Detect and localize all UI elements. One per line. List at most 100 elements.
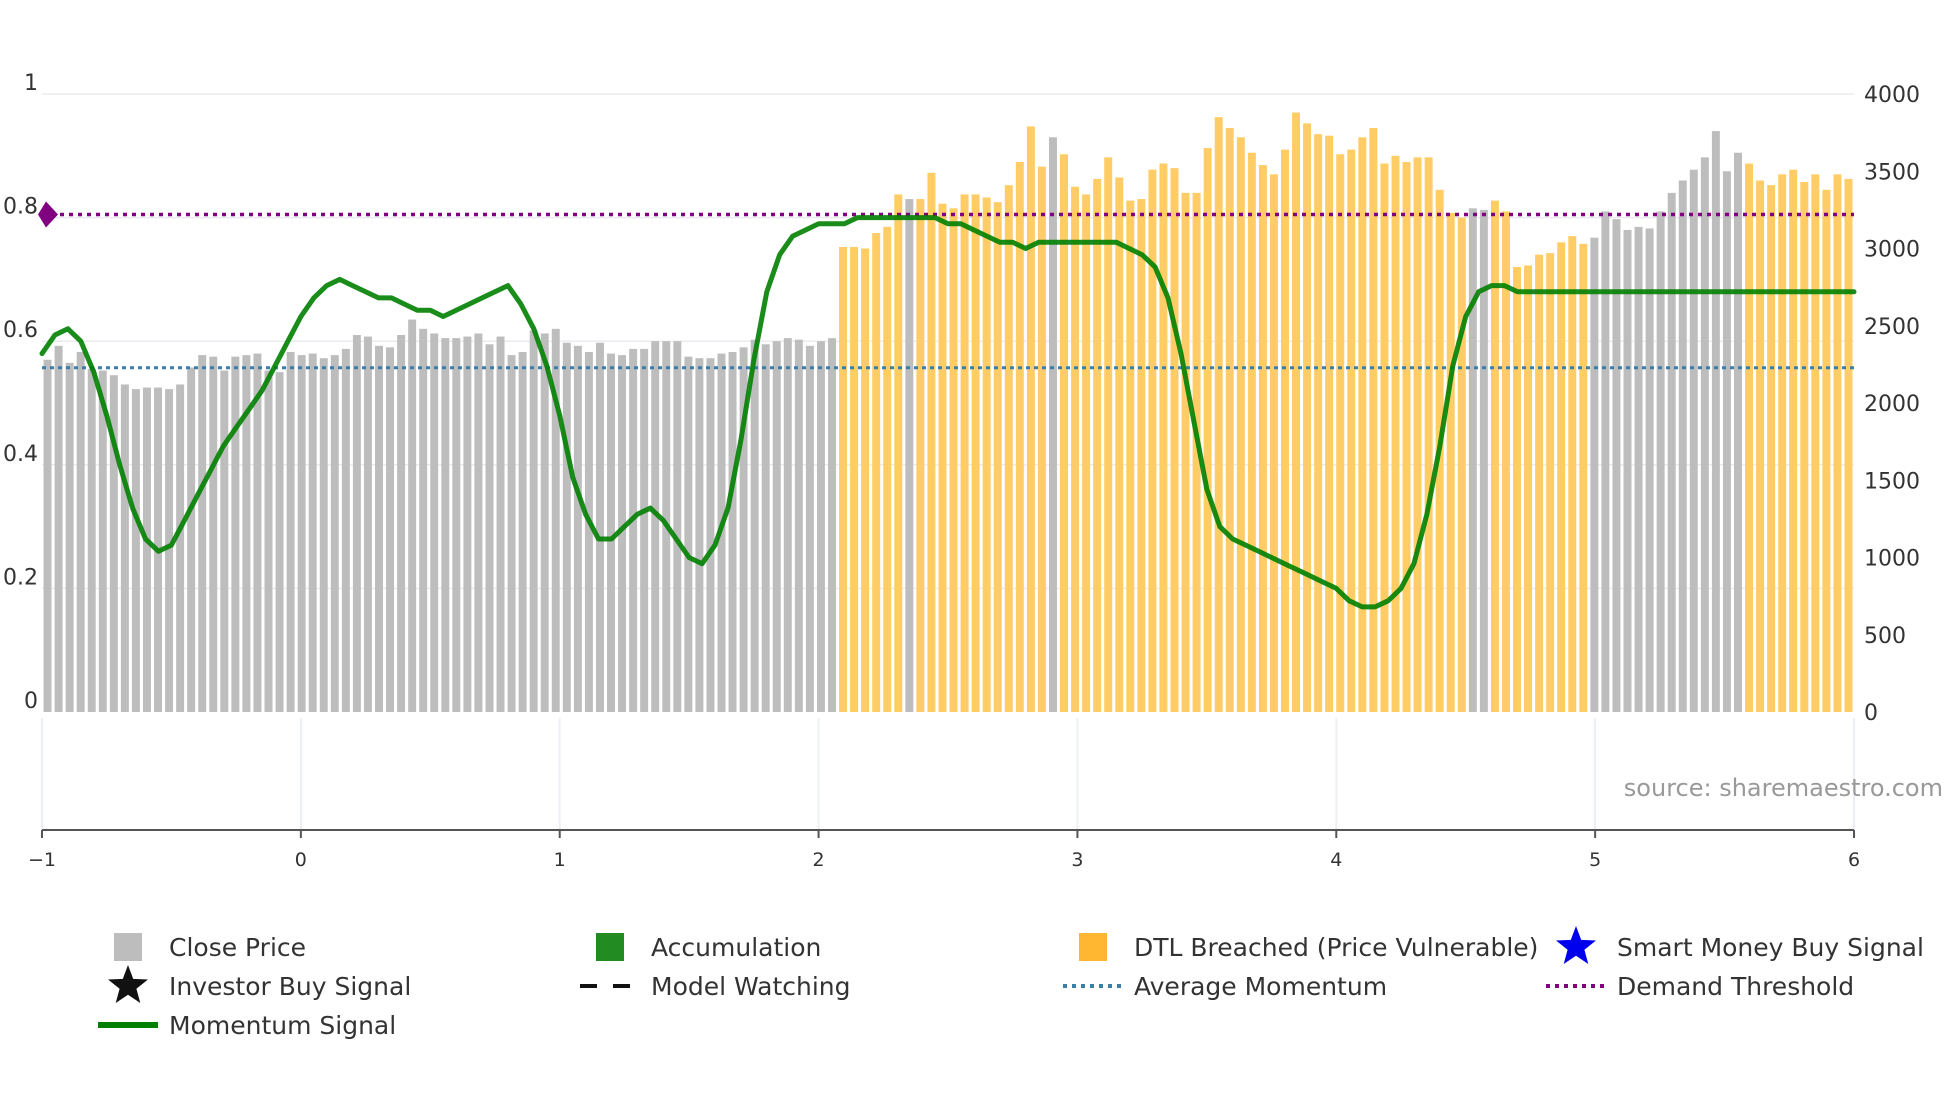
close-price-bar [1501, 211, 1510, 713]
right-tick-label: 3500 [1864, 160, 1920, 185]
legend-swatch [596, 933, 624, 961]
legend: Close Price Accumulation DTL Breached (Pri… [98, 926, 1924, 1040]
close-price-bar [1513, 267, 1521, 712]
close-price-bar [1292, 112, 1301, 713]
source-label: source: sharemaestro.com [1624, 774, 1943, 802]
close-price-bar [1015, 161, 1024, 713]
close-price-bar [1214, 117, 1223, 713]
close-price-bar [573, 345, 582, 712]
close-price-bar [1303, 123, 1312, 713]
close-price-bar [1568, 236, 1577, 712]
close-price-bar [1678, 180, 1687, 712]
close-price-bar [1060, 154, 1068, 712]
close-price-bar [540, 333, 549, 712]
close-price-bar [1634, 226, 1643, 712]
close-price-bar [883, 226, 892, 712]
close-price-bar [1126, 200, 1135, 713]
close-price-bar [551, 328, 560, 712]
legend-label: Model Watching [651, 972, 851, 1001]
close-price-bar [1457, 217, 1466, 712]
close-price-bar [474, 333, 483, 712]
left-tick-label: 0.8 [3, 195, 38, 220]
close-price-bar [1446, 212, 1455, 712]
close-price-bars [43, 112, 1853, 713]
close-price-bar [1822, 189, 1831, 713]
legend-label: Investor Buy Signal [169, 972, 411, 1001]
close-price-bar [1468, 208, 1477, 712]
close-price-bar [341, 348, 350, 712]
x-axis: −1 0 1 2 3 4 5 6 [28, 829, 1860, 871]
close-price-bar [231, 356, 240, 712]
close-price-bar [1247, 152, 1256, 712]
close-price-bar [1281, 149, 1289, 712]
close-price-bar [496, 336, 505, 712]
close-price-bar [1358, 137, 1367, 712]
close-price-bar [1800, 182, 1809, 712]
close-price-bar [1667, 192, 1676, 712]
left-tick-label: 0.6 [3, 318, 38, 343]
close-price-bar [264, 370, 273, 712]
right-tick-label: 3000 [1864, 238, 1920, 263]
close-price-bar [739, 347, 748, 712]
close-price-bar [463, 336, 472, 712]
close-price-bar [1325, 135, 1334, 713]
close-price-bar [695, 358, 704, 712]
close-price-bar [1159, 163, 1168, 712]
close-price-bar [352, 335, 361, 712]
close-price-bar [1380, 163, 1389, 712]
close-price-bar [286, 352, 295, 712]
close-price-bar [673, 341, 682, 712]
x-tick-label: 5 [1589, 849, 1601, 871]
close-price-bar [1734, 152, 1742, 712]
close-price-bar [1026, 126, 1035, 712]
close-price-bar [1115, 177, 1124, 712]
x-tick-label: −1 [28, 849, 56, 871]
legend-label: Accumulation [651, 933, 821, 962]
close-price-bar [828, 338, 836, 712]
close-price-bar [386, 347, 395, 712]
close-price-bar [562, 342, 571, 712]
close-price-bar [1623, 229, 1632, 712]
x-tick-label: 0 [295, 849, 307, 871]
close-price-bar [518, 352, 527, 712]
close-price-bar [1689, 169, 1698, 712]
close-price-bar [1413, 157, 1422, 713]
close-price-bar [1767, 185, 1776, 712]
close-price-bar [319, 358, 328, 712]
momentum-signal-line [39, 215, 1857, 610]
close-price-bar [209, 356, 218, 712]
close-price-bar [783, 338, 792, 712]
close-price-bar [419, 328, 428, 712]
close-price-bar [772, 341, 781, 712]
x-tick-label: 2 [813, 849, 825, 871]
left-tick-label: 1 [24, 71, 38, 96]
close-price-bar [1579, 243, 1588, 712]
right-axis-ticks: 0 500 1000 1500 2000 2500 3000 3500 4000 [1864, 83, 1920, 726]
close-price-bar [993, 202, 1002, 712]
close-price-bar [1844, 178, 1853, 713]
close-price-bar [275, 372, 284, 712]
left-tick-label: 0 [24, 689, 38, 714]
close-price-bar [850, 246, 859, 712]
close-price-bar [595, 342, 604, 712]
close-price-bar [1601, 211, 1610, 713]
close-price-bar [1402, 161, 1411, 713]
close-price-bar [938, 203, 947, 712]
close-price-bar [43, 359, 52, 712]
close-price-bar [805, 345, 814, 712]
close-price-bar [1645, 228, 1654, 713]
close-price-bar [441, 338, 450, 712]
close-price-bar [1789, 169, 1798, 712]
close-price-bar [607, 353, 615, 712]
close-price-bar [905, 199, 914, 712]
close-price-bar [242, 355, 251, 712]
close-price-bar [1192, 192, 1201, 712]
close-price-bar [430, 333, 439, 712]
legend-swatch [114, 933, 142, 961]
close-price-bar [397, 335, 406, 712]
close-price-bar [1612, 219, 1621, 712]
close-price-bar [1546, 253, 1555, 712]
close-price-bar [1833, 174, 1842, 713]
close-price-bar [165, 389, 174, 712]
x-tick-label: 6 [1848, 849, 1860, 871]
